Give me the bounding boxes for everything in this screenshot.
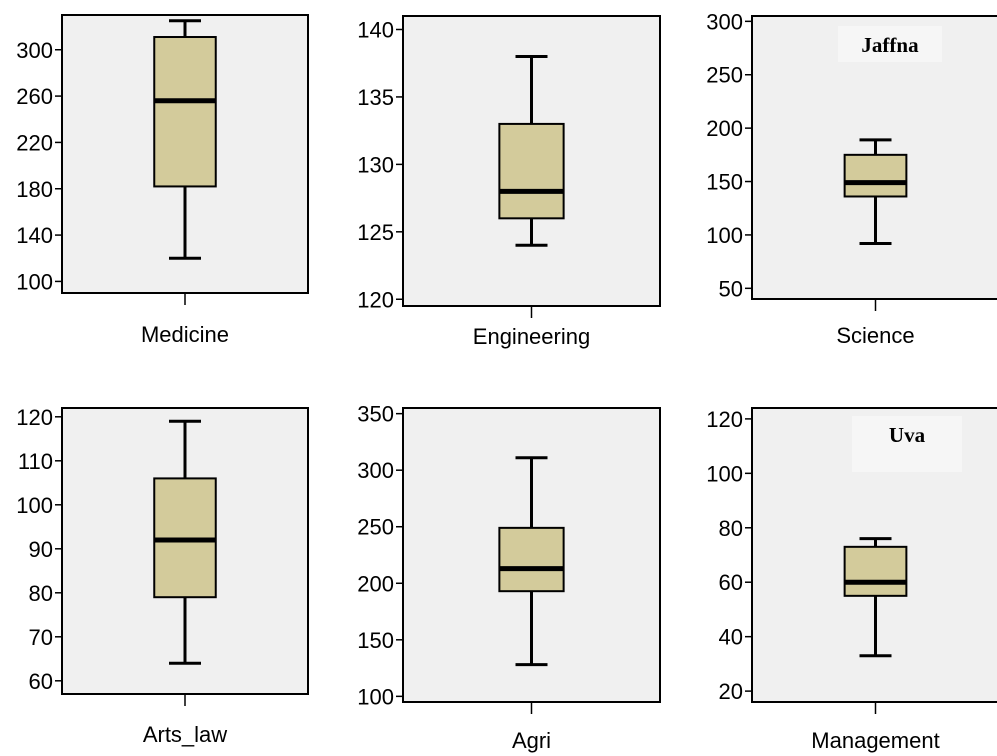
iqr-box (843, 545, 908, 597)
y-tick-label: 110 (18, 449, 53, 474)
annotation-box (852, 416, 962, 472)
boxplot-panel-1: 100 140 180 220 260 300 Medicine (16, 14, 309, 347)
boxplot-panel-6: 20 40 60 80 100 120 Management Uva (706, 407, 997, 753)
x-category-label: Science (836, 323, 914, 348)
annotation-label: Uva (889, 423, 926, 447)
y-tick-label: 80 (719, 516, 743, 541)
y-tick-label: 180 (16, 177, 53, 202)
y-tick-label: 90 (29, 537, 53, 562)
iqr-box (498, 122, 565, 220)
y-tick-label: 125 (357, 220, 394, 245)
y-tick-label: 250 (357, 515, 394, 540)
y-tick-label: 20 (719, 679, 743, 704)
y-tick-label: 120 (706, 407, 743, 432)
y-tick-label: 120 (357, 287, 394, 312)
y-tick-label: 40 (719, 625, 743, 650)
annotation-box (838, 26, 942, 62)
y-tick-label: 140 (357, 17, 394, 42)
y-tick-label: 350 (357, 402, 394, 427)
y-tick-label: 140 (16, 223, 53, 248)
y-tick-label: 300 (16, 38, 53, 63)
x-category-label: Arts_law (143, 722, 227, 747)
y-tick-label: 150 (706, 170, 743, 195)
y-tick-label: 200 (357, 571, 394, 596)
y-tick-label: 100 (706, 223, 743, 248)
y-tick-label: 135 (357, 85, 394, 110)
boxplot-panel-3: 50 100 150 200 250 300 Science Jaffna (706, 9, 997, 348)
y-tick-label: 100 (16, 493, 53, 518)
y-tick-label: 200 (706, 116, 743, 141)
boxplot-panel-2: 120 125 130 135 140 Engineering (357, 15, 661, 349)
y-tick-label: 100 (16, 269, 53, 294)
x-category-label: Medicine (141, 322, 229, 347)
y-tick-label: 60 (719, 570, 743, 595)
y-tick-label: 150 (357, 628, 394, 653)
y-tick-label: 50 (719, 276, 743, 301)
y-tick-label: 300 (357, 458, 394, 483)
y-tick-label: 100 (706, 461, 743, 486)
x-category-label: Engineering (473, 324, 590, 349)
y-tick-label: 300 (706, 9, 743, 34)
y-tick-label: 60 (29, 669, 53, 694)
boxplot-panel-4: 60 70 80 90 100 110 120 Arts_law (16, 405, 309, 747)
iqr-box (843, 153, 908, 198)
annotation-label: Jaffna (861, 33, 919, 57)
y-tick-label: 70 (29, 625, 53, 650)
y-tick-label: 260 (16, 84, 53, 109)
iqr-box (498, 526, 565, 593)
iqr-box (153, 36, 217, 188)
x-category-label: Agri (512, 728, 551, 753)
boxplot-panel-5: 100 150 200 250 300 350 Agri (357, 402, 661, 753)
y-tick-label: 220 (16, 130, 53, 155)
x-category-label: Management (811, 728, 939, 753)
y-tick-label: 120 (16, 405, 53, 430)
y-tick-label: 100 (357, 684, 394, 709)
y-tick-label: 130 (357, 152, 394, 177)
y-tick-label: 80 (29, 581, 53, 606)
y-tick-label: 250 (706, 63, 743, 88)
